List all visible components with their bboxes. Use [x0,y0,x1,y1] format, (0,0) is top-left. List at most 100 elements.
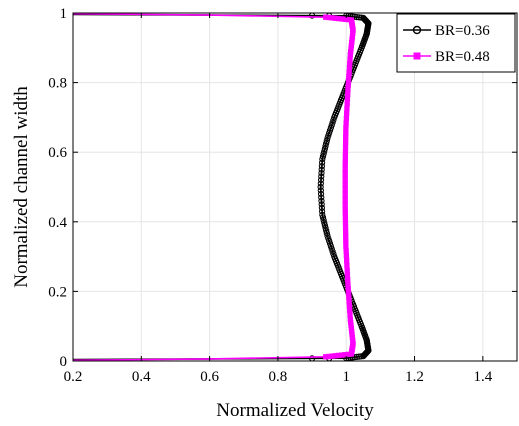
data-point [351,354,358,361]
x-axis-label: Normalized Velocity [216,400,374,421]
series-1 [72,12,356,362]
data-point [342,173,348,180]
ticks: 0.2 0.4 0.6 0.8 1 1.2 1.400.20.40.60.81 [48,6,517,385]
data-point [346,299,352,305]
data-point [343,238,349,245]
data-point [318,197,325,205]
legend-marker [412,25,422,35]
data-point [347,312,353,318]
data-point [317,187,324,194]
data-point [326,240,334,247]
data-point [319,208,326,215]
data-point [342,184,348,190]
data-point [344,106,350,112]
data-point [342,179,348,185]
data-point [346,69,352,75]
data-point [343,115,350,121]
data-point [326,127,334,134]
data-point [329,248,336,255]
data-point [343,233,349,240]
data-point [342,144,349,150]
data-point [317,183,324,191]
legend: BR=0.36 BR=0.48 [396,13,516,73]
data-point [317,190,325,198]
data-point [342,224,349,230]
y-tick-label: 0 [60,354,68,370]
data-point [344,96,351,102]
data-point [345,82,351,88]
data-point [342,149,349,155]
x-tick-label: 1.2 [405,369,424,385]
data-point [327,124,334,131]
legend-box [396,13,516,73]
data-point [346,303,353,309]
y-axis-label: Normalized channel width [11,86,32,288]
data-point [343,243,349,249]
data-point [319,159,326,166]
data-point [344,272,351,278]
data-point [346,294,352,301]
data-point [324,135,331,142]
data-point [346,65,353,71]
data-point [345,286,351,292]
series-layer [72,12,372,362]
data-point [318,194,325,201]
data-point [344,257,350,264]
data-point [319,211,326,218]
data-point [342,219,349,225]
data-point [326,129,333,137]
data-point [343,134,349,141]
series-line [72,13,370,361]
data-point [326,237,333,245]
data-point [318,201,325,208]
data-point [342,153,349,160]
data-point [328,122,335,129]
data-point [331,253,338,260]
data-point [345,91,351,97]
data-point [343,129,349,136]
data-point [342,205,348,211]
data-point [342,158,348,164]
y-tick-label: 0.2 [48,284,67,300]
legend-marker [413,52,421,60]
legend-label: BR=0.36 [435,23,490,39]
data-point [345,86,351,93]
data-point [342,229,349,235]
y-tick-label: 0.8 [48,76,67,92]
x-tick-label: 0.4 [132,369,151,385]
y-tick-label: 0.4 [48,215,67,231]
series-line [72,12,354,362]
series-0 [72,12,372,362]
x-tick-label: 1 [342,369,350,385]
data-point [347,56,353,62]
data-point [351,13,358,20]
data-point [342,200,348,206]
data-point [318,163,325,170]
data-point [360,14,367,21]
data-point [343,248,349,254]
data-point [345,277,351,283]
plot-frame [72,12,518,362]
data-point [342,214,349,221]
data-point [317,180,324,187]
y-tick-label: 0.6 [48,145,67,161]
data-point [346,73,352,80]
data-point [355,14,363,21]
data-point [327,243,334,250]
data-point [347,307,353,314]
data-point [344,110,350,117]
data-point [347,60,353,67]
data-point [353,13,361,21]
data-point [330,250,337,258]
data-point [318,169,325,177]
data-point [342,210,348,216]
data-point [347,316,353,322]
data-point [323,14,329,20]
x-tick-label: 0.2 [64,369,83,385]
data-point [328,245,335,252]
data-point [345,290,352,296]
data-point [345,281,351,288]
x-tick-label: 1.4 [473,369,492,385]
data-point [318,204,325,211]
data-point [344,267,350,273]
